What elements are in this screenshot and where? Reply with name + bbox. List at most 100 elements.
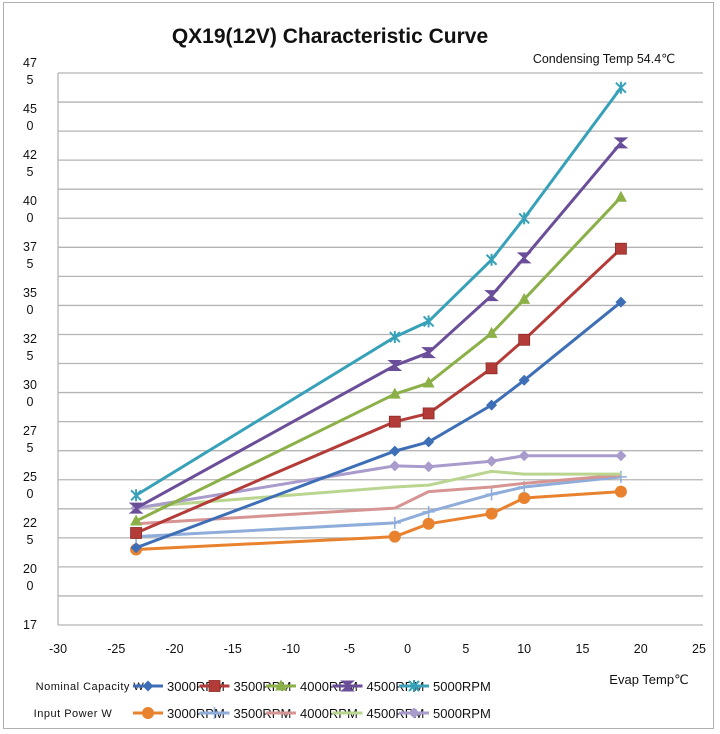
diamond-marker	[389, 460, 401, 472]
triangle-marker	[485, 326, 498, 338]
x-tick-label: 15	[576, 642, 590, 656]
square-marker	[485, 362, 498, 375]
hourglass-marker	[128, 502, 144, 514]
square-marker	[388, 415, 401, 428]
x-axis-label: Evap Temp℃	[609, 672, 688, 687]
y-tick-label: 35 0	[23, 286, 37, 317]
series-capacity-4500rpm	[128, 137, 629, 514]
y-tick-label: 37 5	[23, 240, 37, 271]
series-line	[135, 196, 623, 523]
legend-item: 4000RPM	[266, 706, 358, 721]
y-tick-label: 42 5	[23, 148, 37, 179]
star-marker	[130, 489, 142, 502]
hourglass-marker	[484, 290, 499, 302]
x-tick-label: -20	[166, 642, 184, 656]
series-line	[135, 86, 623, 497]
series-line	[136, 490, 622, 552]
x-tick-label: -10	[282, 642, 300, 656]
star-marker	[389, 331, 401, 344]
series-line	[135, 469, 621, 509]
y-tick-label: 30 0	[23, 378, 37, 409]
y-tick-label: 32 5	[23, 332, 37, 363]
plus-marker	[388, 516, 401, 529]
diamond-marker	[408, 707, 420, 719]
star-marker	[518, 212, 530, 225]
hourglass-marker	[340, 680, 355, 692]
chart-frame	[3, 2, 714, 729]
series-line	[135, 141, 623, 510]
star-marker	[485, 253, 498, 266]
square-marker	[422, 407, 435, 420]
circle-marker	[485, 507, 498, 520]
series-line	[135, 247, 622, 535]
series-line	[135, 473, 622, 526]
hourglass-marker	[516, 252, 532, 264]
x-tick-label: 0	[404, 642, 411, 656]
triangle-marker	[130, 514, 143, 526]
x-tick-label: 25	[692, 642, 706, 656]
legend-label: 3500RPM	[234, 706, 292, 721]
x-tick-label: -30	[49, 642, 67, 656]
diamond-marker	[615, 296, 627, 308]
legend-item: 3000RPM	[133, 706, 225, 721]
diamond-marker	[518, 450, 530, 462]
diamond-marker	[423, 461, 435, 473]
series-input-power-3000rpm	[130, 485, 627, 556]
square-marker	[518, 333, 531, 346]
plus-marker	[422, 505, 435, 518]
circle-marker	[388, 530, 401, 543]
triangle-marker	[388, 387, 401, 399]
triangle-marker	[614, 190, 627, 202]
y-tick-label: 45 0	[23, 102, 37, 133]
legend-item: 5000RPM	[399, 706, 491, 721]
circle-marker	[518, 492, 531, 505]
x-tick-label: 5	[462, 642, 469, 656]
diamond-marker	[423, 436, 435, 448]
star-marker	[422, 315, 435, 328]
series-capacity-3000rpm	[130, 296, 627, 554]
legend-label: 4500RPM	[367, 706, 425, 721]
legend-item: 3500RPM	[199, 706, 292, 721]
series-input-power-3500rpm	[130, 470, 627, 543]
star-marker	[408, 680, 420, 692]
legend-group-label: Nominal Capacity W	[36, 681, 145, 693]
legend-label: 3000RPM	[167, 706, 225, 721]
square-marker	[615, 242, 627, 255]
square-marker	[208, 680, 221, 692]
plus-marker	[208, 707, 221, 719]
series-capacity-3500rpm	[130, 242, 627, 539]
diamond-marker	[486, 455, 498, 467]
y-tick-label: 40 0	[23, 194, 37, 225]
x-tick-label: -15	[224, 642, 242, 656]
diamond-marker	[615, 450, 627, 462]
square-marker	[130, 527, 142, 539]
chart-subtitle: Condensing Temp 54.4℃	[533, 52, 675, 66]
plus-marker	[485, 488, 498, 501]
diamond-marker	[142, 680, 154, 692]
star-marker	[615, 81, 627, 94]
x-tick-label: 20	[634, 642, 648, 656]
legend-item: 5000RPM	[399, 679, 491, 694]
y-tick-label: 25 0	[23, 470, 37, 501]
diamond-marker	[518, 374, 530, 386]
diamond-marker	[486, 399, 498, 411]
x-tick-label: 10	[517, 642, 531, 656]
triangle-marker	[275, 679, 287, 691]
triangle-marker	[518, 292, 531, 304]
series-line	[136, 475, 622, 539]
y-tick-label: 22 5	[23, 516, 37, 547]
circle-marker	[422, 517, 435, 530]
hourglass-marker	[387, 360, 403, 372]
legend-label: 5000RPM	[433, 679, 491, 694]
chart-title: QX19(12V) Characteristic Curve	[172, 25, 488, 48]
legend-item: 4500RPM	[332, 706, 425, 721]
x-tick-label: -5	[344, 642, 355, 656]
legend-label: 4000RPM	[300, 706, 358, 721]
series-capacity-4000rpm	[130, 190, 627, 526]
hourglass-marker	[613, 137, 629, 149]
series-input-power-4000rpm	[135, 473, 622, 526]
hourglass-marker	[421, 347, 436, 359]
circle-marker	[142, 707, 154, 719]
y-tick-label: 47 5	[23, 56, 37, 87]
